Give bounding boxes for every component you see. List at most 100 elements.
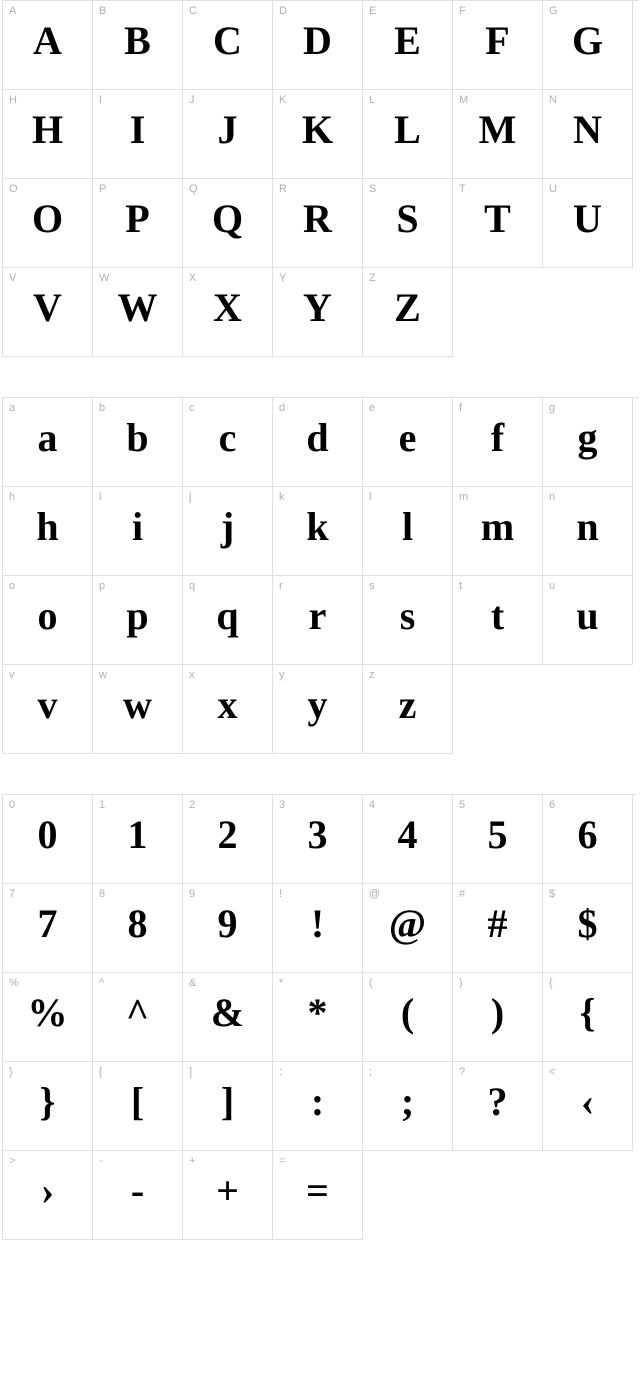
glyph-cell[interactable]: uu: [543, 576, 633, 665]
glyph-cell[interactable]: OO: [3, 179, 93, 268]
glyph: A: [33, 21, 62, 61]
glyph-cell[interactable]: 33: [273, 795, 363, 884]
glyph-cell[interactable]: ZZ: [363, 268, 453, 357]
glyph-cell[interactable]: 22: [183, 795, 273, 884]
glyph-cell[interactable]: bb: [93, 398, 183, 487]
glyph-cell[interactable]: FF: [453, 1, 543, 90]
glyph-cell[interactable]: LL: [363, 90, 453, 179]
glyph-cell[interactable]: JJ: [183, 90, 273, 179]
glyph-cell[interactable]: RR: [273, 179, 363, 268]
glyph-cell[interactable]: aa: [3, 398, 93, 487]
glyph-cell[interactable]: PP: [93, 179, 183, 268]
glyph-cell[interactable]: 11: [93, 795, 183, 884]
glyph-cell[interactable]: ^^: [93, 973, 183, 1062]
glyph-cell[interactable]: ==: [273, 1151, 363, 1240]
glyph-cell[interactable]: ]]: [183, 1062, 273, 1151]
glyph-cell[interactable]: VV: [3, 268, 93, 357]
glyph-cell[interactable]: qq: [183, 576, 273, 665]
glyph-cell[interactable]: 66: [543, 795, 633, 884]
glyph-cell[interactable]: XX: [183, 268, 273, 357]
glyph-cell[interactable]: tt: [453, 576, 543, 665]
glyph-cell[interactable]: ee: [363, 398, 453, 487]
glyph-cell[interactable]: ??: [453, 1062, 543, 1151]
glyph-cell[interactable]: 44: [363, 795, 453, 884]
glyph-cell[interactable]: yy: [273, 665, 363, 754]
glyph-cell[interactable]: --: [93, 1151, 183, 1240]
glyph-cell[interactable]: %%: [3, 973, 93, 1062]
glyph-cell[interactable]: zz: [363, 665, 453, 754]
glyph-cell[interactable]: ww: [93, 665, 183, 754]
glyph-cell[interactable]: WW: [93, 268, 183, 357]
glyph-cell[interactable]: kk: [273, 487, 363, 576]
key-label: :: [279, 1066, 282, 1078]
glyph-cell[interactable]: ii: [93, 487, 183, 576]
glyph-cell[interactable]: AA: [3, 1, 93, 90]
key-label: q: [189, 580, 195, 592]
glyph-cell[interactable]: {{: [543, 973, 633, 1062]
glyph-cell[interactable]: BB: [93, 1, 183, 90]
glyph-cell[interactable]: cc: [183, 398, 273, 487]
glyph-cell[interactable]: hh: [3, 487, 93, 576]
glyph: a: [38, 418, 58, 458]
glyph-cell[interactable]: YY: [273, 268, 363, 357]
glyph: ]: [221, 1082, 234, 1122]
glyph-cell[interactable]: GG: [543, 1, 633, 90]
glyph-cell[interactable]: DD: [273, 1, 363, 90]
glyph-cell[interactable]: 77: [3, 884, 93, 973]
glyph-cell[interactable]: UU: [543, 179, 633, 268]
glyph-cell[interactable]: rr: [273, 576, 363, 665]
glyph-cell[interactable]: II: [93, 90, 183, 179]
glyph-cell[interactable]: EE: [363, 1, 453, 90]
glyph-cell[interactable]: HH: [3, 90, 93, 179]
key-label: E: [369, 5, 376, 17]
glyph-cell[interactable]: pp: [93, 576, 183, 665]
glyph-cell[interactable]: 55: [453, 795, 543, 884]
glyph-cell[interactable]: SS: [363, 179, 453, 268]
key-label: B: [99, 5, 106, 17]
key-label: I: [99, 94, 102, 106]
glyph-cell[interactable]: gg: [543, 398, 633, 487]
glyph-cell[interactable]: <‹: [543, 1062, 633, 1151]
glyph-cell[interactable]: NN: [543, 90, 633, 179]
glyph-cell[interactable]: @@: [363, 884, 453, 973]
glyph-cell[interactable]: KK: [273, 90, 363, 179]
glyph-cell[interactable]: 00: [3, 795, 93, 884]
glyph-cell[interactable]: ++: [183, 1151, 273, 1240]
glyph-cell[interactable]: mm: [453, 487, 543, 576]
glyph-cell[interactable]: $$: [543, 884, 633, 973]
glyph: b: [126, 418, 148, 458]
glyph-cell[interactable]: )): [453, 973, 543, 1062]
glyph-cell[interactable]: oo: [3, 576, 93, 665]
glyph-cell[interactable]: 88: [93, 884, 183, 973]
glyph-cell[interactable]: CC: [183, 1, 273, 90]
glyph-cell[interactable]: xx: [183, 665, 273, 754]
glyph-cell[interactable]: ff: [453, 398, 543, 487]
glyph: S: [396, 199, 418, 239]
glyph-cell[interactable]: TT: [453, 179, 543, 268]
glyph: 4: [398, 815, 418, 855]
key-label: ]: [189, 1066, 192, 1078]
glyph-cell[interactable]: ::: [273, 1062, 363, 1151]
glyph-cell[interactable]: nn: [543, 487, 633, 576]
glyph-cell[interactable]: }}: [3, 1062, 93, 1151]
key-label: !: [279, 888, 282, 900]
glyph: I: [130, 110, 146, 150]
glyph-cell[interactable]: !!: [273, 884, 363, 973]
glyph-cell[interactable]: ;;: [363, 1062, 453, 1151]
glyph-cell[interactable]: >›: [3, 1151, 93, 1240]
glyph-cell[interactable]: **: [273, 973, 363, 1062]
key-label: H: [9, 94, 17, 106]
glyph-cell[interactable]: [[: [93, 1062, 183, 1151]
glyph-cell[interactable]: jj: [183, 487, 273, 576]
glyph-cell[interactable]: ss: [363, 576, 453, 665]
glyph-cell[interactable]: ll: [363, 487, 453, 576]
glyph-cell[interactable]: ##: [453, 884, 543, 973]
glyph-cell[interactable]: &&: [183, 973, 273, 1062]
glyph-cell[interactable]: MM: [453, 90, 543, 179]
glyph-cell[interactable]: QQ: [183, 179, 273, 268]
glyph-cell[interactable]: dd: [273, 398, 363, 487]
glyph-cell[interactable]: ((: [363, 973, 453, 1062]
glyph-cell[interactable]: vv: [3, 665, 93, 754]
glyph: W: [118, 288, 158, 328]
glyph-cell[interactable]: 99: [183, 884, 273, 973]
